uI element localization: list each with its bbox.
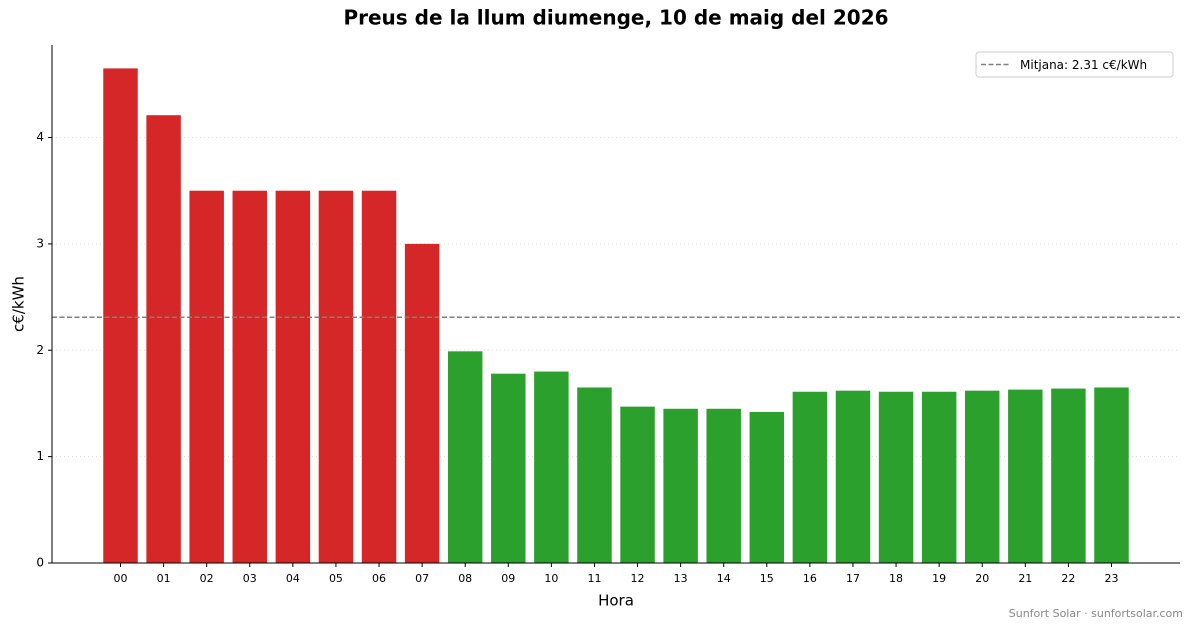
x-tick-label: 15 [760,572,774,585]
bar [706,408,741,563]
x-tick-label: 02 [200,572,214,585]
x-tick-label: 01 [157,572,171,585]
x-tick-label: 06 [372,572,386,585]
bar [1008,389,1043,563]
y-tick-label: 0 [36,556,44,570]
chart-title: Preus de la llum diumenge, 10 de maig de… [343,6,888,30]
y-tick-label: 3 [36,236,44,250]
x-tick-label: 04 [286,572,300,585]
bar [749,411,785,563]
y-tick-label: 2 [36,343,44,357]
x-tick-label: 18 [889,572,903,585]
bar [146,115,181,563]
x-tick-label: 07 [415,572,429,585]
x-tick-label: 08 [458,572,472,585]
x-tick-label: 14 [717,572,731,585]
x-tick-label: 13 [674,572,688,585]
x-tick-label: 23 [1104,572,1118,585]
x-tick-label: 03 [243,572,257,585]
bar [447,351,483,563]
x-tick-label: 10 [544,572,558,585]
x-tick-label: 16 [803,572,817,585]
x-tick-label: 21 [1018,572,1032,585]
bar [491,373,526,563]
bar [577,387,612,563]
x-tick-label: 05 [329,572,343,585]
x-tick-label: 00 [114,572,128,585]
x-tick-label: 22 [1061,572,1075,585]
x-axis-label: Hora [598,592,634,610]
bar [361,190,397,563]
bar [964,390,1000,563]
x-tick-label: 20 [975,572,989,585]
bar [534,371,569,563]
bar [663,408,698,563]
bar [103,68,138,563]
legend-label: Mitjana: 2.31 c€/kWh [1020,58,1147,72]
bar [275,190,311,563]
bar [878,391,914,563]
x-tick-label: 19 [932,572,946,585]
y-tick-label: 1 [36,449,44,463]
x-tick-label: 12 [631,572,645,585]
bar [404,243,440,563]
bar [318,190,354,563]
bar [1051,388,1086,563]
bar [1094,387,1129,563]
y-axis-label: c€/kWh [10,276,28,332]
bar [620,406,655,563]
bar [189,190,224,563]
x-tick-label: 17 [846,572,860,585]
footer: Sunfort Solar · sunfortsolar.com [1009,607,1183,620]
y-tick-label: 4 [36,130,44,144]
bar [792,391,828,563]
bar [921,391,957,563]
bar [835,390,871,563]
bar [232,190,268,563]
x-tick-label: 11 [587,572,601,585]
x-tick-label: 09 [501,572,515,585]
legend-box [975,51,1174,78]
